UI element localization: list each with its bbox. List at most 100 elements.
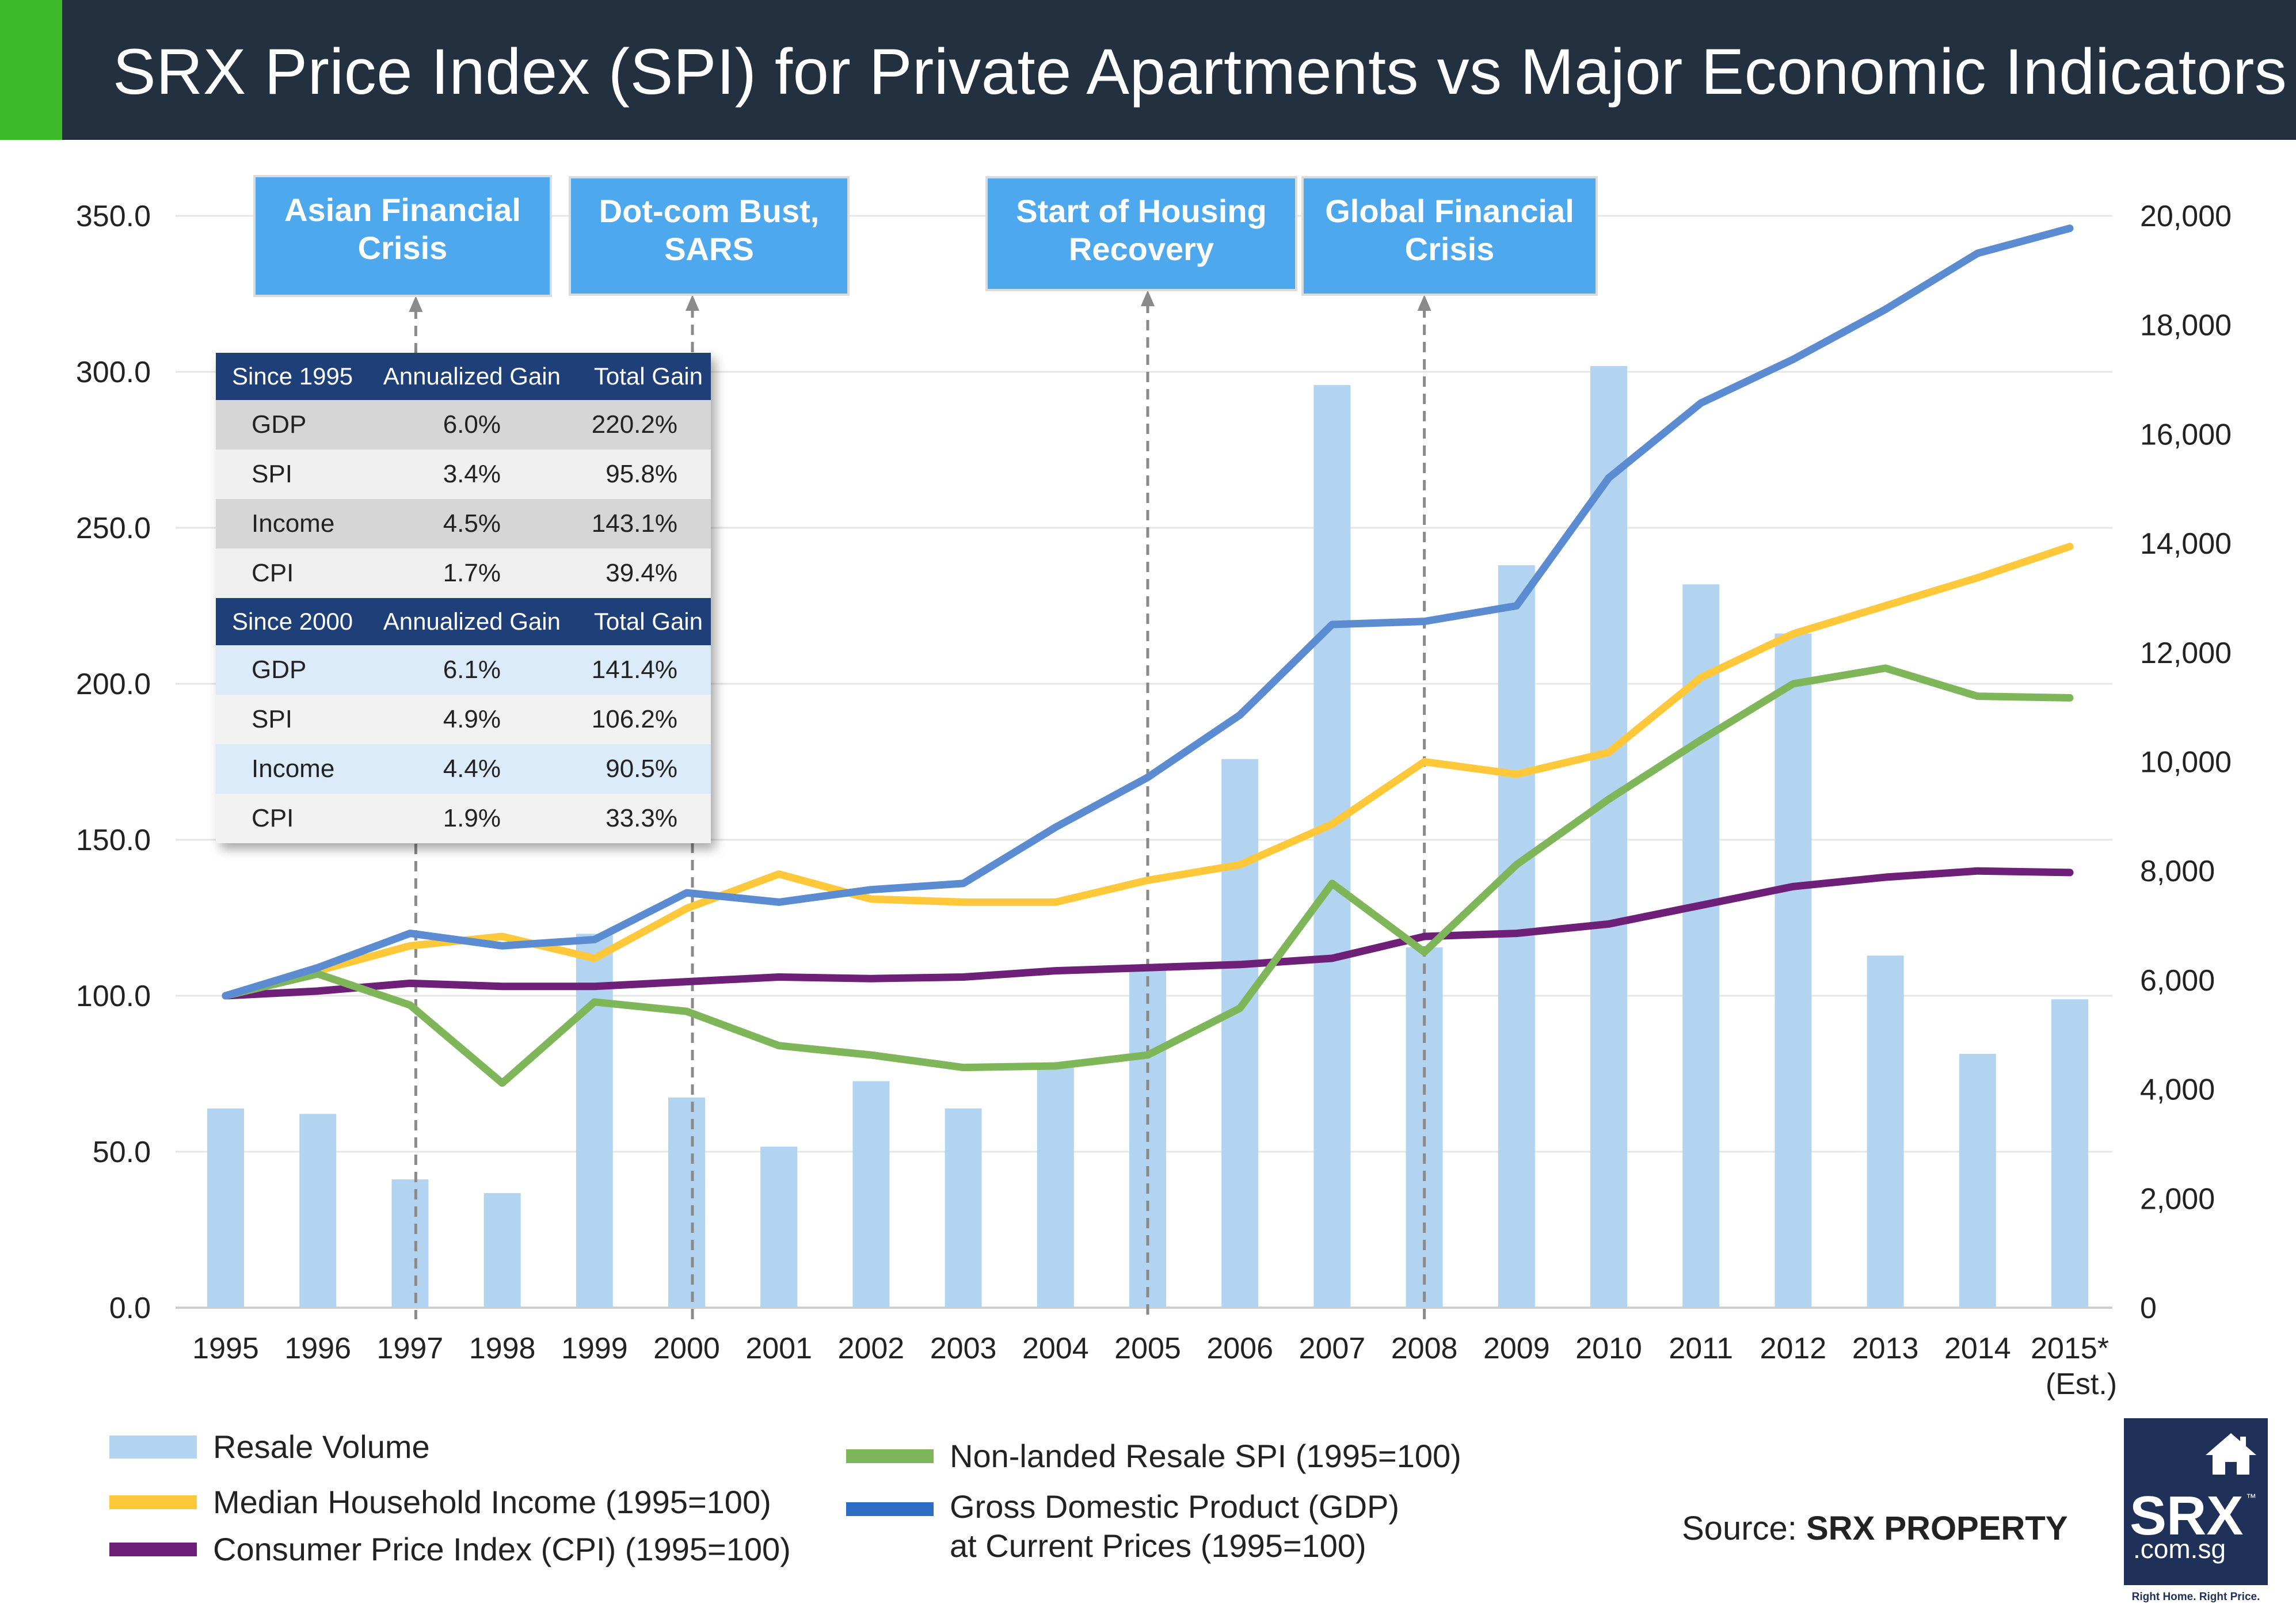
x-axis-tick-label: 2009 (1483, 1332, 1550, 1365)
event-callout-box (253, 175, 552, 297)
table-cell: 141.4% (572, 645, 711, 695)
table-cell: 4.5% (371, 499, 573, 549)
resale-volume-bar (1221, 759, 1259, 1308)
right-axis-tick-label: 12,000 (2140, 637, 2232, 670)
left-axis-tick-label: 100.0 (76, 980, 151, 1013)
table-header-cell: Total Gain (572, 598, 711, 645)
table-row: GDP 6.1% 141.4% (216, 645, 711, 695)
table-cell: 4.9% (371, 695, 573, 744)
x-axis-note: (Est.) (2046, 1368, 2117, 1401)
event-callout-label: Crisis (1405, 231, 1495, 267)
series-lines (222, 224, 2074, 1087)
right-axis-tick-label: 6,000 (2140, 964, 2215, 997)
table-header-row: Since 1995 Annualized Gain Total Gain (216, 353, 711, 400)
event-callout-box (569, 176, 850, 296)
source-credit: Source: SRX PROPERTY (1682, 1509, 2067, 1548)
legend-spi: Non-landed Resale SPI (1995=100) (846, 1437, 1461, 1476)
table-cell: 106.2% (572, 695, 711, 744)
logo-tagline: Right Home. Right Price. (2131, 1591, 2260, 1603)
right-axis-tick-label: 10,000 (2140, 746, 2232, 779)
table-cell: 39.4% (572, 549, 711, 598)
srx-logo: SRX ™ .com.sg Right Home. Right Price. (2124, 1418, 2268, 1603)
right-axis-tick-label: 20,000 (2140, 200, 2232, 233)
x-axis-tick-label: 2008 (1391, 1332, 1458, 1365)
event-callout-label: SARS (664, 231, 754, 267)
resale-volume-bar (483, 1193, 521, 1308)
axis-tick-labels: 0.0 50.0 100.0 150.0 200.0 250.0 300.0 350.0 0 2,… (76, 200, 2232, 1401)
title-bar (0, 0, 2296, 140)
resale-volume-bar (668, 1097, 705, 1308)
legend-swatch-spi (846, 1449, 934, 1463)
left-axis-tick-label: 0.0 (109, 1292, 151, 1325)
right-axis-tick-label: 2,000 (2140, 1182, 2215, 1216)
x-axis-tick-label: 2006 (1206, 1332, 1273, 1365)
right-axis-tick-label: 8,000 (2140, 855, 2215, 888)
resale-volume-bar (207, 1108, 244, 1308)
table-header-cell: Total Gain (572, 353, 711, 400)
x-axis-tick-label: 2014 (1944, 1332, 2011, 1365)
x-axis-tick-label: 2013 (1852, 1332, 1919, 1365)
x-axis-tick-label: 2007 (1299, 1332, 1366, 1365)
resale-volume-bar (760, 1147, 798, 1308)
title-accent-stripe (0, 0, 62, 140)
table-header-cell: Since 2000 (216, 598, 372, 645)
table-cell: Income (216, 499, 372, 549)
right-axis-tick-label: 14,000 (2140, 527, 2232, 561)
house-icon (2206, 1433, 2256, 1475)
logo-name: SRX (2130, 1485, 2244, 1547)
x-axis-tick-label: 2015* (2031, 1332, 2109, 1365)
x-axis-tick-label: 1999 (561, 1332, 628, 1365)
logo-domain: .com.sg (2133, 1534, 2226, 1564)
table-header-cell: Annualized Gain (371, 598, 573, 645)
table-cell: SPI (216, 450, 372, 499)
left-axis-tick-label: 350.0 (76, 200, 151, 233)
x-axis-tick-label: 1997 (377, 1332, 444, 1365)
x-axis-tick-label: 1996 (284, 1332, 351, 1365)
legend-swatch-cpi (109, 1543, 197, 1556)
event-arrow-icon (686, 295, 699, 311)
table-cell: 143.1% (572, 499, 711, 549)
event-callout-box (1301, 176, 1598, 296)
table-cell: 90.5% (572, 744, 711, 794)
resale-volume-bar (2051, 999, 2088, 1308)
table-cell: GDP (216, 400, 372, 450)
event-callout-label: Global Financial (1325, 193, 1574, 229)
right-axis-tick-label: 18,000 (2140, 309, 2232, 342)
event-arrow-icon (1417, 295, 1431, 311)
table-row: GDP 6.0% 220.2% (216, 400, 711, 450)
x-axis-tick-label: 2000 (653, 1332, 720, 1365)
x-axis-tick-label: 2004 (1022, 1332, 1089, 1365)
event-callout-label: Dot-com Bust, (599, 193, 820, 229)
table-header-cell: Since 1995 (216, 353, 372, 400)
table-cell: 1.9% (371, 794, 573, 843)
table-cell: 3.4% (371, 450, 573, 499)
resale-volume-bar (1313, 385, 1351, 1308)
table-cell: GDP (216, 645, 372, 695)
table-header-row: Since 2000 Annualized Gain Total Gain (216, 598, 711, 645)
logo-trademark: ™ (2246, 1492, 2256, 1503)
table-cell: Income (216, 744, 372, 794)
left-axis-tick-label: 50.0 (93, 1136, 151, 1169)
x-axis-tick-label: 2002 (838, 1332, 905, 1365)
resale-volume-bars (207, 365, 2088, 1308)
source-name: SRX PROPERTY (1806, 1510, 2068, 1547)
legend-swatch-gdp (846, 1502, 934, 1516)
resale-volume-bar (1959, 1053, 1996, 1308)
spi-line (222, 664, 2074, 1087)
table-cell: 220.2% (572, 400, 711, 450)
x-axis-tick-label: 2001 (745, 1332, 812, 1365)
table-cell: 6.1% (371, 645, 573, 695)
event-callout-box (985, 176, 1297, 291)
resale-volume-bar (391, 1179, 429, 1308)
event-callout-label: Asian Financial (284, 192, 521, 228)
legend-label: Non-landed Resale SPI (1995=100) (950, 1438, 1461, 1474)
legend-label: Median Household Income (1995=100) (213, 1484, 771, 1520)
x-axis-tick-label: 1995 (192, 1332, 259, 1365)
x-axis-tick-label: 2012 (1760, 1332, 1827, 1365)
legend-label: Resale Volume (213, 1429, 430, 1465)
table-cell: 1.7% (371, 549, 573, 598)
legend-gdp-line1: Gross Domestic Product (GDP) (950, 1488, 1400, 1525)
resale-volume-bar (576, 934, 613, 1308)
